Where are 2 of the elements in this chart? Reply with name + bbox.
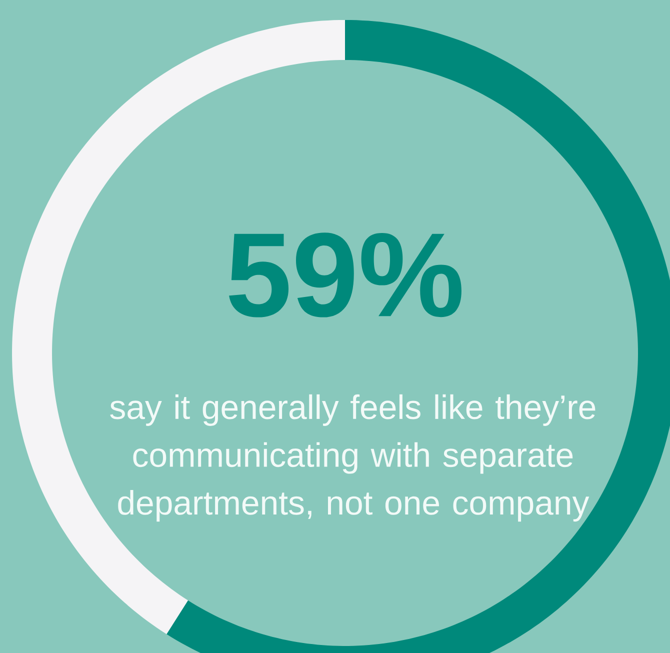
data-label: 59% (229, 232, 462, 318)
text: say it generally feels like they’re communicating with separate departments, not one company (110, 394, 596, 522)
